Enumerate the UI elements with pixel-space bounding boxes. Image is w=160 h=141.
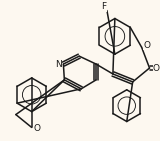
Text: O: O: [153, 64, 160, 72]
Text: O: O: [143, 41, 150, 50]
Text: O: O: [33, 124, 40, 133]
Text: F: F: [101, 2, 107, 11]
Text: N: N: [55, 60, 62, 69]
